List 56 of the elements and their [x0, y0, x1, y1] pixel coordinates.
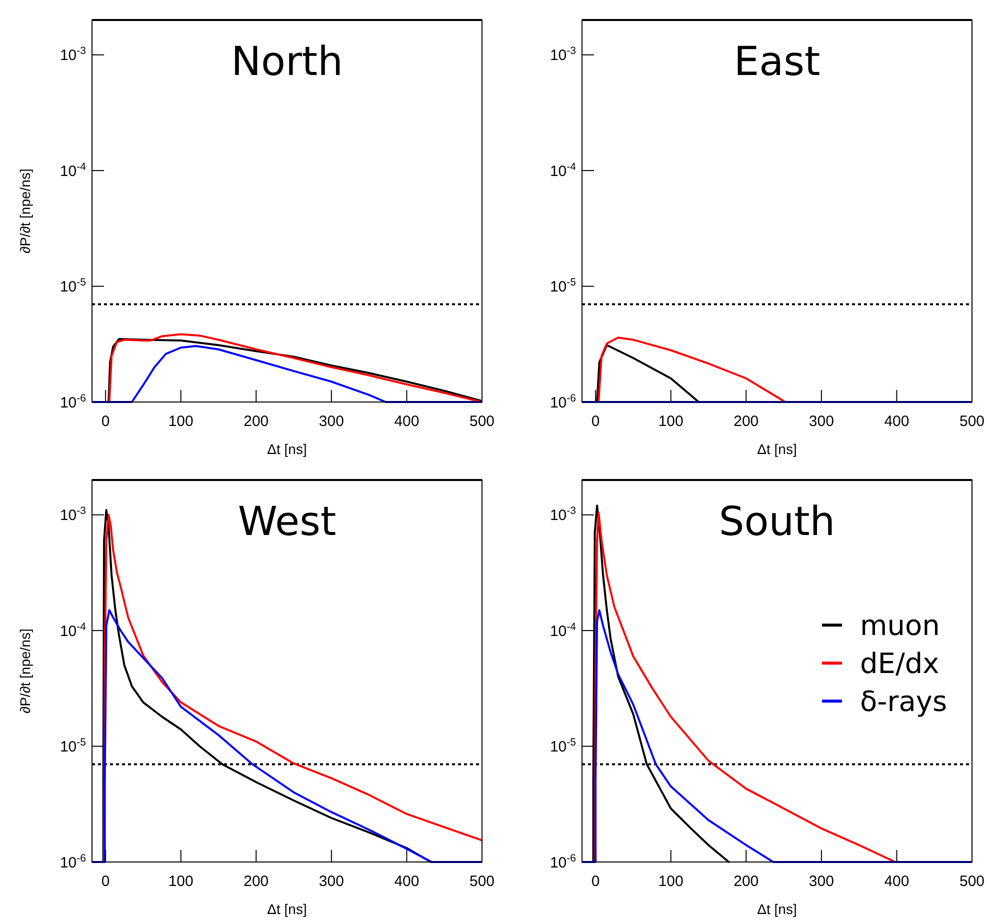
x-tick-label: 0	[101, 413, 110, 430]
x-tick-label: 100	[658, 413, 684, 430]
y-tick-label: 10$^{-4}$	[550, 620, 576, 640]
x-tick-label: 0	[101, 873, 110, 890]
y-tick-label: 10$^{-5}$	[60, 276, 86, 296]
x-axis-title: Δt [ns]	[267, 441, 307, 457]
legend-label: δ-rays	[860, 684, 948, 718]
x-tick-label: 400	[394, 413, 420, 430]
x-tick-label: 100	[658, 873, 684, 890]
x-tick-label: 200	[244, 873, 269, 890]
x-tick-label: 400	[884, 873, 910, 890]
y-tick-label: 10$^{-4}$	[60, 160, 86, 180]
x-tick-label: 300	[318, 873, 344, 890]
x-tick-label: 200	[244, 413, 269, 430]
x-axis-title: Δt [ns]	[267, 901, 307, 917]
x-tick-label: 500	[959, 873, 985, 890]
legend-label: dE/dx	[860, 646, 940, 680]
x-tick-label: 300	[808, 873, 834, 890]
y-tick-label: 10$^{-3}$	[550, 505, 576, 524]
y-tick-label: 10$^{-5}$	[60, 736, 86, 756]
y-tick-label: 10$^{-5}$	[550, 276, 576, 296]
text: West	[238, 499, 336, 545]
x-tick-label: 300	[318, 413, 344, 430]
x-tick-label: 0	[591, 873, 600, 890]
x-tick-label: 100	[168, 413, 194, 430]
line-series	[598, 336, 786, 403]
x-tick-label: 200	[734, 873, 759, 890]
y-tick-label: 10$^{-6}$	[60, 852, 86, 872]
line-series	[92, 609, 482, 863]
x-axis-title: Δt [ns]	[757, 901, 797, 917]
y-tick-label: 10$^{-4}$	[550, 160, 576, 180]
x-tick-label: 500	[959, 413, 985, 430]
y-axis-title: ∂P/∂t [npe/ns]	[17, 628, 33, 714]
text: North	[231, 39, 343, 85]
y-tick-label: 10$^{-6}$	[550, 392, 576, 412]
y-tick-label: 10$^{-6}$	[550, 852, 576, 872]
x-tick-label: 500	[469, 413, 495, 430]
x-tick-label: 500	[469, 873, 495, 890]
x-tick-label: 400	[394, 873, 420, 890]
y-tick-label: 10$^{-3}$	[60, 505, 86, 524]
y-axis-title: ∂P/∂t [npe/ns]	[17, 168, 33, 254]
y-tick-label: 10$^{-5}$	[550, 736, 576, 756]
y-tick-label: 10$^{-3}$	[60, 45, 86, 64]
line-series	[582, 609, 972, 863]
legend-label: muon	[860, 608, 940, 642]
x-tick-label: 300	[808, 413, 834, 430]
y-tick-label: 10$^{-6}$	[60, 392, 86, 412]
y-tick-label: 10$^{-4}$	[60, 620, 86, 640]
text: East	[734, 39, 820, 85]
x-tick-label: 100	[168, 873, 194, 890]
text: South	[718, 499, 836, 545]
x-axis-title: Δt [ns]	[757, 441, 797, 457]
x-tick-label: 0	[591, 413, 600, 430]
y-tick-label: 10$^{-3}$	[550, 45, 576, 64]
x-tick-label: 200	[734, 413, 759, 430]
x-tick-label: 400	[884, 413, 910, 430]
